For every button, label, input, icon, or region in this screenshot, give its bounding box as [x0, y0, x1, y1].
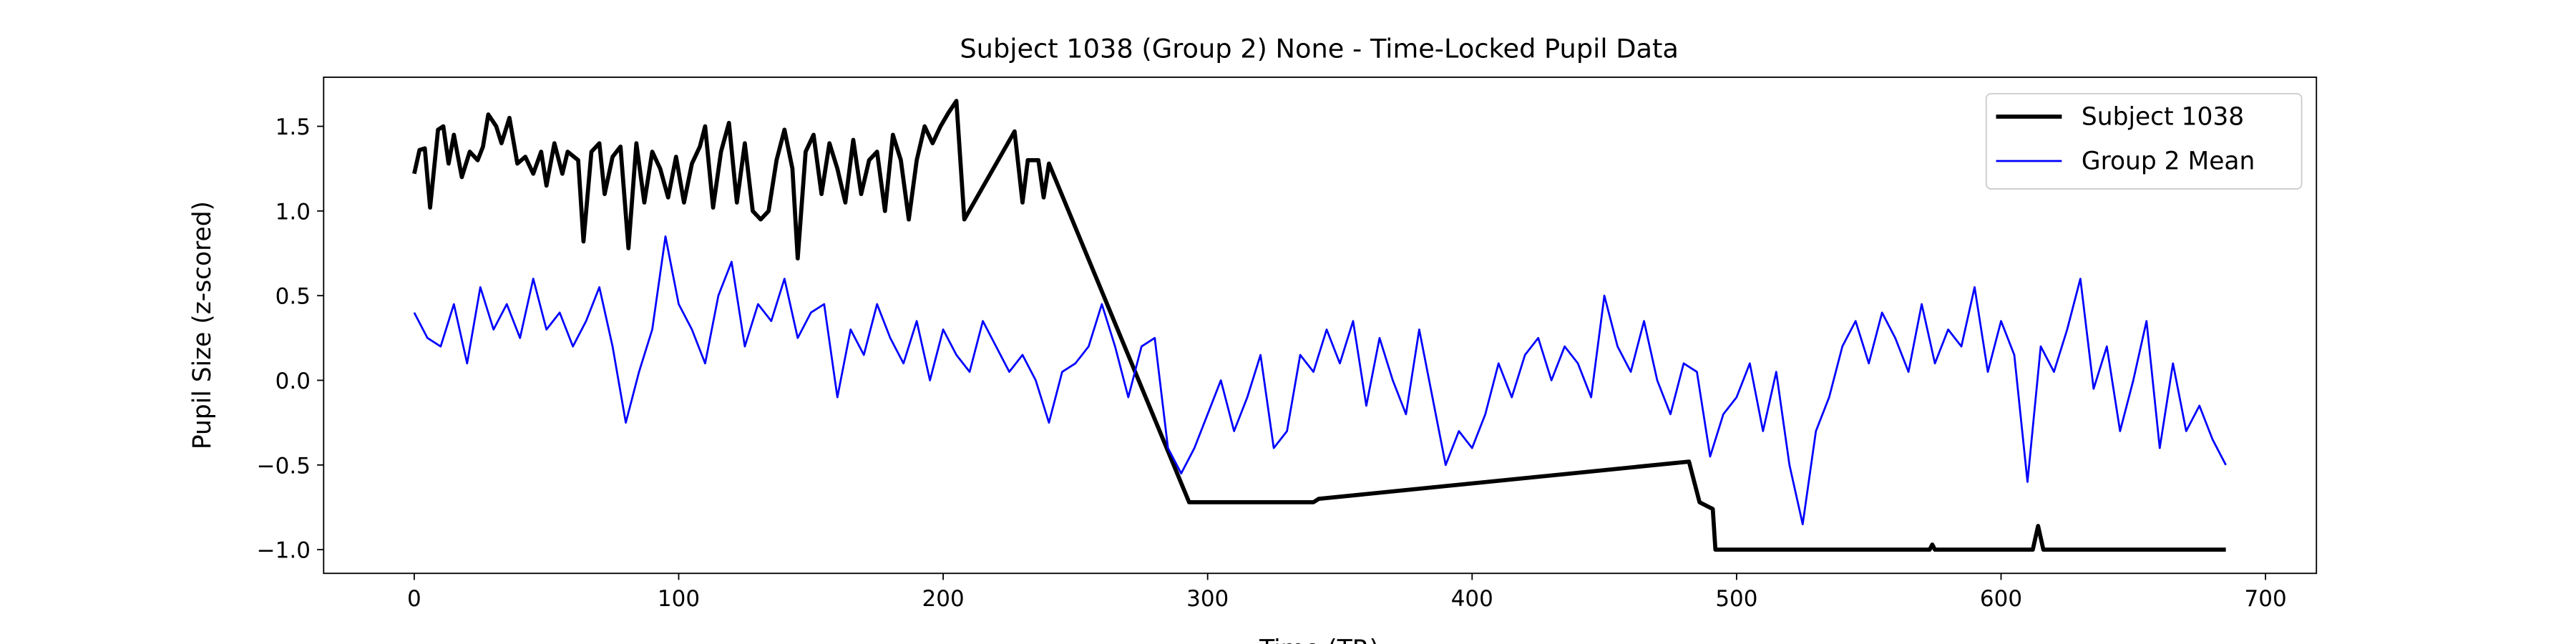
x-axis-label: Time (TR): [1259, 635, 1379, 644]
x-tick-label: 200: [922, 586, 965, 612]
x-tick-label: 100: [658, 586, 700, 612]
y-tick-label: −0.5: [257, 453, 311, 479]
y-tick-label: −1.0: [257, 538, 311, 564]
y-tick-label: 0.5: [275, 284, 311, 310]
data-line: [412, 99, 2226, 552]
x-tick-label: 400: [1451, 586, 1493, 612]
y-tick-label: 1.5: [275, 114, 311, 140]
y-axis-label: Pupil Size (z-scored): [188, 201, 217, 449]
x-tick-label: 500: [1715, 586, 1757, 612]
y-tick-label: 0.0: [275, 369, 311, 394]
x-tick-label: 700: [2245, 586, 2287, 612]
x-tick-label: 0: [407, 586, 421, 612]
chart-title: Subject 1038 (Group 2) None - Time-Locke…: [960, 33, 1679, 64]
x-tick-label: 600: [1980, 586, 2022, 612]
data-line: [413, 235, 2227, 526]
legend-label: Subject 1038: [2082, 102, 2244, 131]
legend: Subject 1038 Group 2 Mean: [1985, 92, 2303, 190]
y-tick-label: 1.0: [275, 199, 311, 225]
plot-frame: [323, 76, 2318, 575]
legend-box: [1985, 92, 2303, 190]
legend-label: Group 2 Mean: [2082, 147, 2255, 175]
x-tick-label: 300: [1186, 586, 1229, 612]
